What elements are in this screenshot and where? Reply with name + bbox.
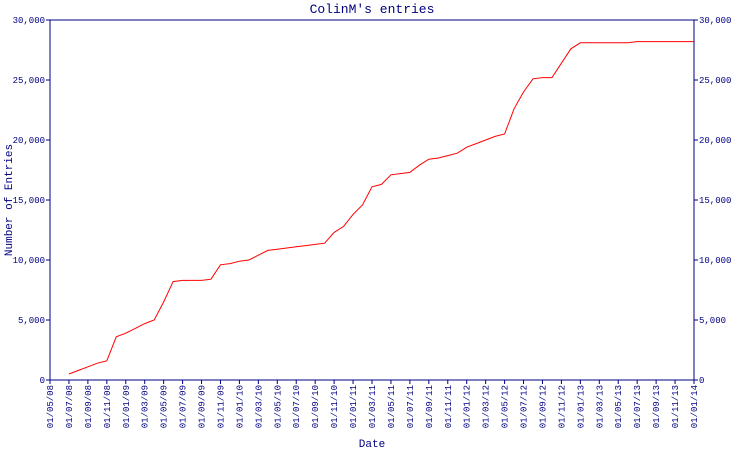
x-tick-label: 01/11/11 xyxy=(444,385,454,428)
y-tick-label: 5,000 xyxy=(18,316,45,326)
x-tick-label: 01/05/13 xyxy=(614,385,624,428)
x-tick-label: 01/07/10 xyxy=(292,385,302,428)
y-tick-label: 25,000 xyxy=(13,76,45,86)
chart-title: ColinM's entries xyxy=(310,2,435,17)
x-tick-label: 01/11/12 xyxy=(557,385,567,428)
y2-tick-label: 0 xyxy=(699,376,704,386)
y-tick-label: 0 xyxy=(40,376,45,386)
x-tick-label: 01/11/13 xyxy=(671,385,681,428)
x-tick-label: 01/07/08 xyxy=(65,385,75,428)
x-axis-label: Date xyxy=(359,439,385,450)
x-tick-label: 01/07/13 xyxy=(633,385,643,428)
x-tick-label: 01/07/09 xyxy=(179,385,189,428)
x-tick-label: 01/05/09 xyxy=(160,385,170,428)
x-tick-label: 01/09/08 xyxy=(84,385,94,428)
x-tick-label: 01/05/10 xyxy=(273,385,283,428)
y2-tick-label: 20,000 xyxy=(699,136,731,146)
x-tick-label: 01/09/12 xyxy=(538,385,548,428)
x-tick-label: 01/09/13 xyxy=(652,385,662,428)
y-tick-label: 30,000 xyxy=(13,16,45,26)
x-tick-label: 01/03/13 xyxy=(595,385,605,428)
x-tick-label: 01/03/11 xyxy=(368,385,378,428)
y-axis-label: Number of Entries xyxy=(4,144,16,256)
y-tick-label: 15,000 xyxy=(13,196,45,206)
x-tick-label: 01/01/11 xyxy=(349,385,359,428)
x-tick-label: 01/03/10 xyxy=(254,385,264,428)
x-tick-label: 01/07/12 xyxy=(520,385,530,428)
x-tick-label: 01/05/08 xyxy=(46,385,56,428)
y2-tick-label: 30,000 xyxy=(699,16,731,26)
x-tick-label: 01/05/11 xyxy=(387,385,397,428)
x-tick-label: 01/11/08 xyxy=(103,385,113,428)
y2-tick-label: 25,000 xyxy=(699,76,731,86)
x-tick-label: 01/09/09 xyxy=(198,385,208,428)
plot-frame xyxy=(49,19,695,381)
y2-tick-label: 10,000 xyxy=(699,256,731,266)
x-tick-label: 01/03/09 xyxy=(141,385,151,428)
x-tick-label: 01/01/09 xyxy=(122,385,132,428)
x-tick-label: 01/07/11 xyxy=(406,385,416,428)
x-tick-label: 01/01/10 xyxy=(235,385,245,428)
x-tick-label: 01/01/13 xyxy=(576,385,586,428)
x-tick-label: 01/11/09 xyxy=(216,385,226,428)
x-tick-label: 01/09/11 xyxy=(425,385,435,428)
x-tick-label: 01/01/12 xyxy=(463,385,473,428)
data-line xyxy=(68,41,694,375)
x-tick-label: 01/05/12 xyxy=(501,385,511,428)
x-tick-label: 01/01/14 xyxy=(690,385,700,428)
x-tick-label: 01/03/12 xyxy=(482,385,492,428)
x-tick-label: 01/11/10 xyxy=(330,385,340,428)
y2-tick-label: 15,000 xyxy=(699,196,731,206)
y-tick-label: 10,000 xyxy=(13,256,45,266)
x-tick-label: 01/09/10 xyxy=(311,385,321,428)
y2-tick-label: 5,000 xyxy=(699,316,726,326)
y-tick-label: 20,000 xyxy=(13,136,45,146)
